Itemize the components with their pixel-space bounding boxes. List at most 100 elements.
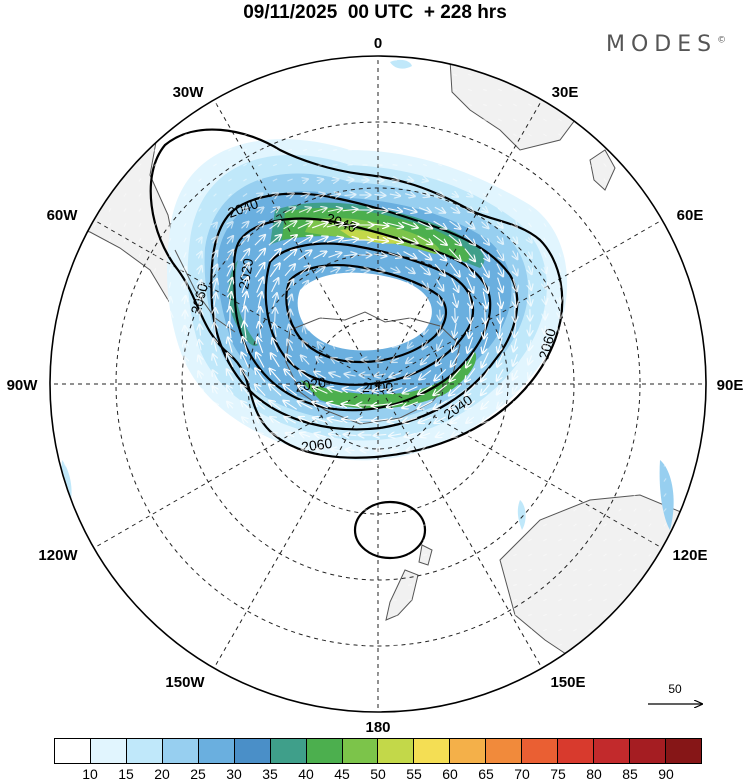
wind-vector	[513, 369, 518, 380]
wind-vector	[544, 267, 546, 273]
wind-vector	[300, 433, 311, 437]
wind-vector	[199, 295, 201, 306]
wind-vector	[423, 74, 427, 76]
wind-vector	[544, 372, 546, 378]
wind-vector	[108, 373, 112, 377]
wind-vector	[648, 553, 652, 557]
wind-vector	[528, 163, 532, 167]
wind-vector	[468, 103, 472, 107]
wind-vector	[483, 433, 488, 437]
wind-vector	[198, 208, 202, 212]
wind-vector	[513, 193, 517, 197]
wind-vector	[243, 478, 247, 482]
wind-vector	[483, 583, 487, 587]
wind-vector	[168, 267, 172, 273]
wind-vector	[108, 448, 112, 452]
wind-vector	[618, 267, 622, 273]
wind-vector	[618, 403, 622, 407]
wind-vector	[604, 343, 606, 347]
meridian-line	[212, 97, 379, 385]
wind-vector	[64, 357, 66, 363]
wind-vector	[376, 180, 383, 181]
wind-vector	[287, 554, 293, 556]
wind-vector	[241, 222, 249, 229]
wind-vector	[663, 448, 667, 452]
wind-vector	[138, 418, 142, 422]
wind-vector	[483, 336, 489, 353]
wind-vector	[404, 371, 417, 379]
wind-vector	[198, 448, 202, 452]
wind-vector	[271, 353, 280, 368]
wind-vector	[453, 523, 457, 527]
wind-vector	[153, 553, 157, 557]
wind-vector	[558, 433, 562, 437]
wind-vector	[663, 418, 667, 422]
wind-vector	[603, 463, 607, 467]
wind-vector	[347, 343, 353, 347]
wind-vector	[241, 401, 250, 410]
wind-vector	[168, 508, 172, 512]
wind-vector	[434, 416, 446, 423]
wind-vector	[333, 149, 337, 151]
wind-vector	[124, 282, 126, 288]
wind-vector	[543, 208, 547, 212]
wind-vector	[648, 538, 652, 542]
wind-vector	[301, 281, 308, 290]
wind-vector	[422, 148, 428, 152]
colorbar-cell	[522, 739, 559, 763]
wind-vector	[528, 613, 532, 617]
colorbar-tick-label: 85	[622, 766, 638, 782]
wind-vector	[242, 208, 247, 213]
wind-vector	[558, 448, 562, 452]
wind-vector	[634, 343, 636, 347]
colorbar-tick-label: 30	[226, 766, 242, 782]
wind-vector	[417, 221, 432, 229]
wind-vector	[93, 433, 97, 437]
wind-vector	[168, 448, 172, 452]
wind-vector	[423, 584, 427, 586]
wind-vector	[288, 463, 292, 467]
wind-vector	[618, 193, 622, 197]
wind-vector	[316, 449, 324, 451]
wind-vector	[498, 493, 502, 497]
wind-vector	[693, 403, 697, 407]
wind-vector	[648, 208, 652, 212]
wind-vector	[212, 568, 218, 572]
wind-vector	[271, 278, 279, 293]
wind-vector	[618, 568, 622, 572]
wind-vector	[256, 277, 264, 293]
wind-vector	[678, 372, 682, 378]
wind-vector	[448, 234, 461, 245]
wind-vector	[452, 599, 458, 601]
wind-vector	[513, 148, 517, 152]
wind-vector	[298, 250, 312, 261]
wind-vector	[273, 88, 277, 92]
wind-vector	[648, 238, 652, 242]
wind-vector	[288, 629, 292, 631]
wind-vector	[258, 292, 262, 309]
wind-vector	[270, 417, 281, 424]
wind-vector	[198, 538, 202, 542]
wind-vector	[453, 538, 457, 542]
wind-vector	[199, 280, 202, 291]
wind-vector	[183, 133, 187, 137]
lon-label-30w: 30W	[173, 84, 205, 101]
wind-vector	[329, 194, 340, 196]
wind-vector	[588, 223, 592, 227]
wind-vector	[228, 448, 232, 452]
wind-vector	[313, 252, 327, 259]
wind-vector	[272, 583, 278, 587]
wind-vector	[168, 133, 172, 137]
wind-vector	[603, 208, 607, 212]
wind-vector	[108, 238, 112, 242]
wind-vector	[332, 164, 338, 166]
wind-vector	[108, 418, 112, 422]
meridian-line	[377, 383, 665, 550]
wind-vector	[288, 118, 292, 122]
wind-vector	[543, 523, 547, 527]
wind-vector	[499, 321, 501, 338]
wind-vector	[78, 478, 82, 482]
wind-vector	[198, 237, 201, 242]
wind-vector	[288, 689, 292, 691]
wind-vector	[94, 357, 96, 363]
